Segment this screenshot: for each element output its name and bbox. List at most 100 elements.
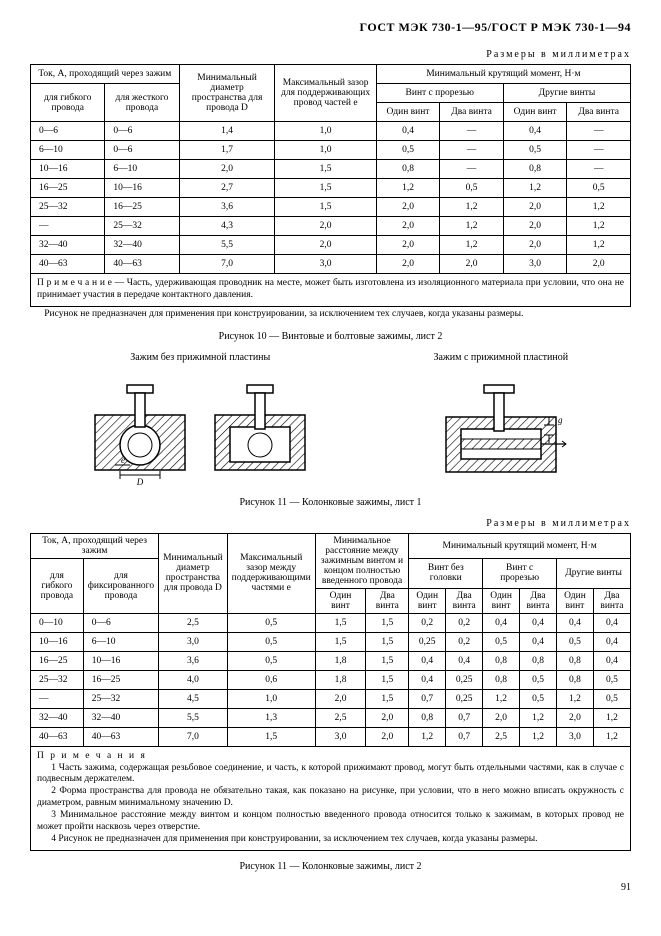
table-cell: 1,2 bbox=[376, 179, 440, 198]
units-label-1: Размеры в миллиметрах bbox=[30, 49, 631, 60]
table-cell: 10—16 bbox=[31, 160, 105, 179]
table-cell: 2,0 bbox=[483, 708, 520, 727]
t2-h-two-d: Два винта bbox=[366, 588, 409, 613]
table-2: Ток, А, проходящий через зажим Минимальн… bbox=[30, 533, 631, 747]
table-cell: 2,0 bbox=[376, 236, 440, 255]
table-cell: 0,5 bbox=[440, 179, 504, 198]
table-cell: 3,0 bbox=[503, 255, 567, 274]
t2-note3: 3 Минимальное расстояние между винтом и … bbox=[37, 810, 624, 834]
table-cell: 1,2 bbox=[440, 217, 504, 236]
figure-left: D e bbox=[85, 367, 315, 487]
table-cell: — bbox=[440, 122, 504, 141]
table-cell: 0,4 bbox=[593, 632, 630, 651]
svg-text:g: g bbox=[558, 415, 563, 425]
table-cell: 0,4 bbox=[557, 613, 594, 632]
t2-h-nohead: Винт без головки bbox=[409, 558, 483, 588]
table-cell: 2,0 bbox=[567, 255, 631, 274]
t2-h-one-c: Один винт bbox=[557, 588, 594, 613]
table-cell: 2,0 bbox=[179, 160, 275, 179]
figure-row: Зажим без прижимной пластины D bbox=[30, 352, 631, 487]
table-cell: 1,8 bbox=[315, 670, 366, 689]
svg-text:D: D bbox=[136, 477, 144, 487]
table-cell: 3,0 bbox=[557, 727, 594, 746]
table-cell: 0,25 bbox=[409, 632, 446, 651]
table-cell: 16—25 bbox=[31, 651, 84, 670]
table-cell: 1,2 bbox=[593, 708, 630, 727]
table-cell: 4,0 bbox=[159, 670, 228, 689]
table-cell: 2,5 bbox=[315, 708, 366, 727]
table-cell: 40—63 bbox=[31, 727, 84, 746]
table-cell: 0,4 bbox=[519, 632, 556, 651]
table-cell: 1,2 bbox=[519, 708, 556, 727]
table-cell: 1,2 bbox=[409, 727, 446, 746]
table-cell: 1,5 bbox=[315, 613, 366, 632]
table-cell: 40—63 bbox=[83, 727, 158, 746]
table-cell: 1,2 bbox=[440, 236, 504, 255]
table-cell: 2,0 bbox=[275, 236, 376, 255]
table-cell: — bbox=[567, 160, 631, 179]
t2-h-gap: Максимальный зазор между поддерживающими… bbox=[227, 533, 315, 613]
t2-h-one-d: Один винт bbox=[315, 588, 366, 613]
table-cell: 40—63 bbox=[105, 255, 179, 274]
table-cell: 2,0 bbox=[315, 689, 366, 708]
units-label-2: Размеры в миллиметрах bbox=[30, 518, 631, 529]
table-cell: 0,5 bbox=[376, 141, 440, 160]
table-cell: 3,0 bbox=[275, 255, 376, 274]
table-cell: 2,0 bbox=[557, 708, 594, 727]
table-cell: 3,0 bbox=[159, 632, 228, 651]
table-cell: 1,2 bbox=[483, 689, 520, 708]
table-cell: 1,5 bbox=[366, 651, 409, 670]
table-cell: 4,5 bbox=[159, 689, 228, 708]
table-cell: 16—25 bbox=[105, 198, 179, 217]
table-cell: 6—10 bbox=[105, 160, 179, 179]
table-cell: 0,2 bbox=[446, 632, 483, 651]
table-cell: 0—6 bbox=[105, 122, 179, 141]
table-cell: — bbox=[567, 141, 631, 160]
table-cell: 1,5 bbox=[366, 632, 409, 651]
table-cell: 1,0 bbox=[275, 141, 376, 160]
t2-h-diam: Минимальный диаметр пространства для про… bbox=[159, 533, 228, 613]
table-cell: — bbox=[440, 141, 504, 160]
table-cell: 25—32 bbox=[105, 217, 179, 236]
table-cell: 0,5 bbox=[567, 179, 631, 198]
t1-h-torque: Минимальный крутящий момент, Н·м bbox=[376, 65, 630, 84]
table-cell: 0—10 bbox=[31, 613, 84, 632]
table-cell: 2,0 bbox=[366, 727, 409, 746]
t2-h-other: Другие винты bbox=[557, 558, 631, 588]
table-cell: 1,0 bbox=[275, 122, 376, 141]
table-cell: 1,0 bbox=[227, 689, 315, 708]
table-cell: 0,4 bbox=[519, 613, 556, 632]
table-cell: 2,5 bbox=[159, 613, 228, 632]
table-cell: 5,5 bbox=[159, 708, 228, 727]
caption-10: Рисунок 10 — Винтовые и болтовые зажимы,… bbox=[30, 331, 631, 342]
t1-h-slot: Винт с прорезью bbox=[376, 84, 503, 103]
table-cell: 0,8 bbox=[557, 651, 594, 670]
table-1: Ток, А, проходящий через зажим Минимальн… bbox=[30, 64, 631, 274]
table-cell: 1,5 bbox=[366, 613, 409, 632]
table-cell: 0,4 bbox=[409, 670, 446, 689]
table-cell: 0,5 bbox=[227, 651, 315, 670]
table-cell: 0,4 bbox=[503, 122, 567, 141]
table-cell: 0,2 bbox=[446, 613, 483, 632]
table-cell: 2,0 bbox=[440, 255, 504, 274]
table-cell: 0,8 bbox=[409, 708, 446, 727]
table-cell: 10—16 bbox=[31, 632, 84, 651]
t1-h-other: Другие винты bbox=[503, 84, 630, 103]
table-cell: 2,5 bbox=[483, 727, 520, 746]
table-cell: 1,2 bbox=[503, 179, 567, 198]
table-cell: 2,0 bbox=[366, 708, 409, 727]
table-cell: 1,5 bbox=[366, 670, 409, 689]
table-cell: 1,5 bbox=[275, 160, 376, 179]
table-cell: 32—40 bbox=[31, 236, 105, 255]
table-cell: 0,5 bbox=[483, 632, 520, 651]
table-cell: 1,2 bbox=[557, 689, 594, 708]
table-cell: 0,6 bbox=[227, 670, 315, 689]
table-cell: 0,8 bbox=[376, 160, 440, 179]
table-cell: 0,4 bbox=[376, 122, 440, 141]
table-cell: 1,2 bbox=[567, 217, 631, 236]
table-cell: — bbox=[31, 689, 84, 708]
t2-note2: 2 Форма пространства для провода не обяз… bbox=[37, 786, 624, 810]
table-cell: 1,5 bbox=[315, 632, 366, 651]
table-cell: 1,5 bbox=[366, 689, 409, 708]
caption-11a: Рисунок 11 — Колонковые зажимы, лист 1 bbox=[30, 497, 631, 508]
